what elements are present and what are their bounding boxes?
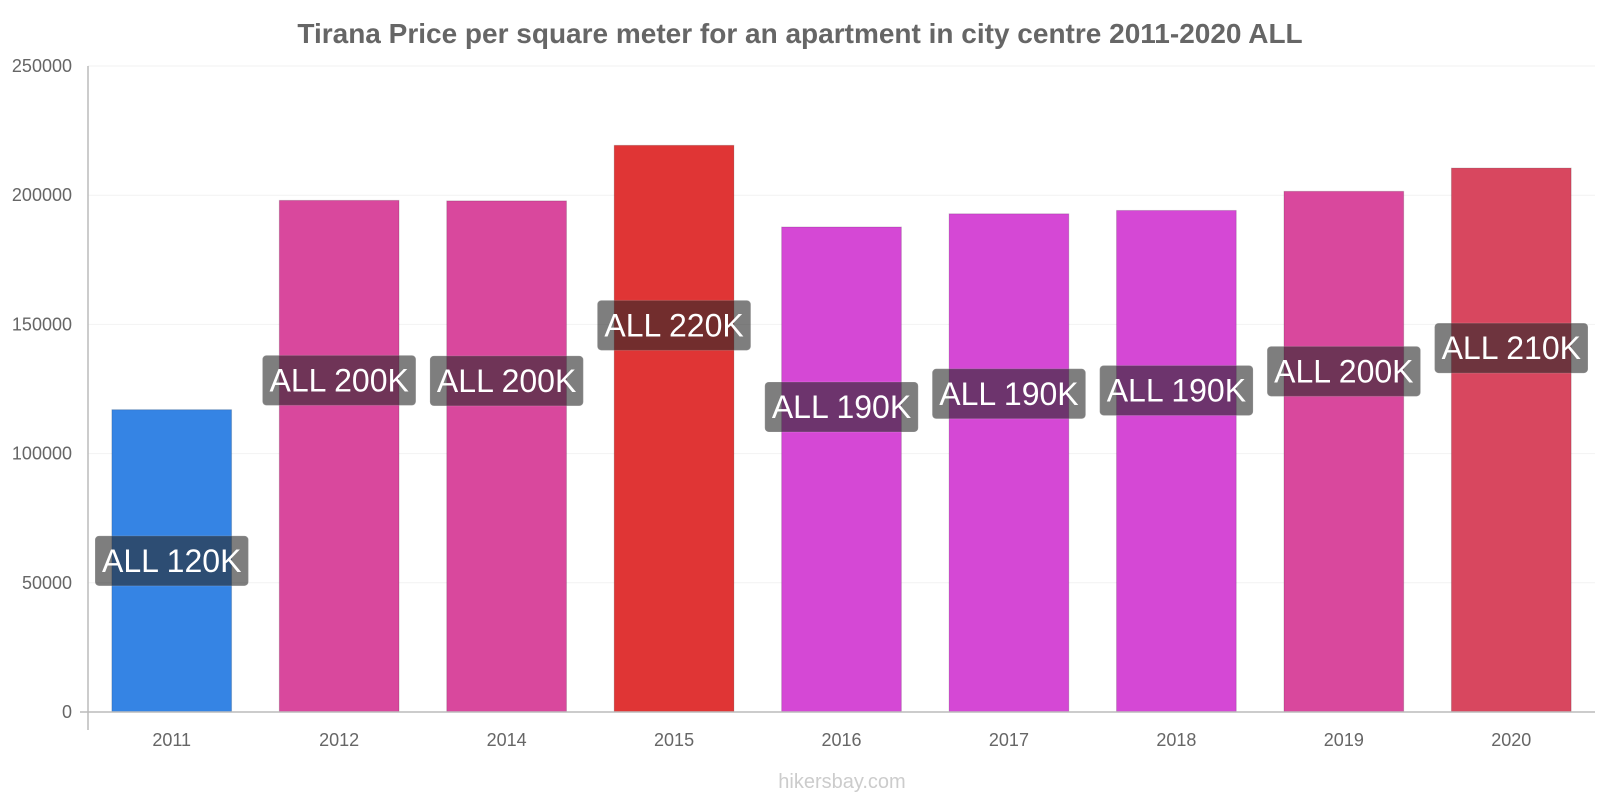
bar-2012[interactable] (278, 199, 400, 713)
y-axis-ticks: 0 50000 100000 150000 200000 250000 (12, 56, 72, 722)
y-tick-label: 150000 (12, 314, 72, 334)
data-label-text: ALL 220K (604, 307, 743, 343)
y-tick-label: 50000 (22, 573, 72, 593)
data-label-background (1434, 322, 1589, 374)
data-label: ALL 190K (931, 368, 1087, 420)
bar-2015[interactable] (613, 144, 735, 713)
x-tick-label: 2017 (989, 730, 1029, 750)
chart-title: Tirana Price per square meter for an apa… (297, 18, 1302, 49)
data-label-background (596, 299, 752, 351)
bar-2020[interactable] (1450, 167, 1572, 713)
x-axis-ticks: 2011 2012 2014 2015 2016 2017 2018 2019 2020 (152, 730, 1531, 750)
data-label-text: ALL 120K (102, 543, 241, 579)
data-label-background (931, 368, 1087, 420)
bar-2014[interactable] (446, 200, 567, 713)
x-tick-label: 2015 (654, 730, 694, 750)
source-watermark: hikersbay.com (778, 771, 905, 793)
x-tick-label: 2011 (152, 730, 191, 750)
data-label-background (94, 535, 249, 587)
x-tick-label: 2019 (1324, 730, 1364, 750)
data-label-text: ALL 190K (939, 376, 1078, 412)
data-label-text: ALL 210K (1442, 330, 1581, 366)
bar-2016[interactable] (781, 226, 902, 713)
data-label-background (764, 381, 919, 433)
data-labels-group: ALL 120K ALL 200K ALL 200K ALL 220K ALL 190K… (94, 299, 1589, 587)
x-tick-label: 2020 (1491, 730, 1531, 750)
data-label: ALL 220K (596, 299, 752, 351)
x-tick-label: 2018 (1156, 730, 1196, 750)
data-label: ALL 200K (261, 354, 417, 406)
y-tick-label: 250000 (12, 56, 72, 76)
bar-2017[interactable] (948, 213, 1070, 713)
data-label-text: ALL 190K (1107, 372, 1246, 408)
y-tick-label: 0 (62, 702, 72, 722)
data-label-background (261, 354, 417, 406)
y-tick-label: 100000 (12, 444, 72, 464)
data-label: ALL 200K (1266, 345, 1422, 397)
x-tick-label: 2016 (821, 730, 861, 750)
y-tick-label: 200000 (12, 185, 72, 205)
bars-group (111, 144, 1572, 713)
data-label: ALL 190K (764, 381, 919, 433)
data-label-text: ALL 190K (772, 389, 911, 425)
data-label-background (1266, 345, 1422, 397)
x-tick-label: 2012 (319, 730, 359, 750)
data-label-text: ALL 200K (269, 362, 408, 398)
data-label: ALL 210K (1434, 322, 1589, 374)
data-label-text: ALL 200K (437, 363, 576, 399)
x-tick-label: 2014 (487, 730, 527, 750)
data-label-background (429, 355, 584, 407)
data-label-text: ALL 200K (1274, 353, 1413, 389)
data-label: ALL 120K (94, 535, 249, 587)
data-label: ALL 200K (429, 355, 584, 407)
data-label-background (1099, 364, 1254, 416)
bar-2018[interactable] (1116, 209, 1237, 713)
bar-2019[interactable] (1283, 190, 1405, 713)
data-label: ALL 190K (1099, 364, 1254, 416)
